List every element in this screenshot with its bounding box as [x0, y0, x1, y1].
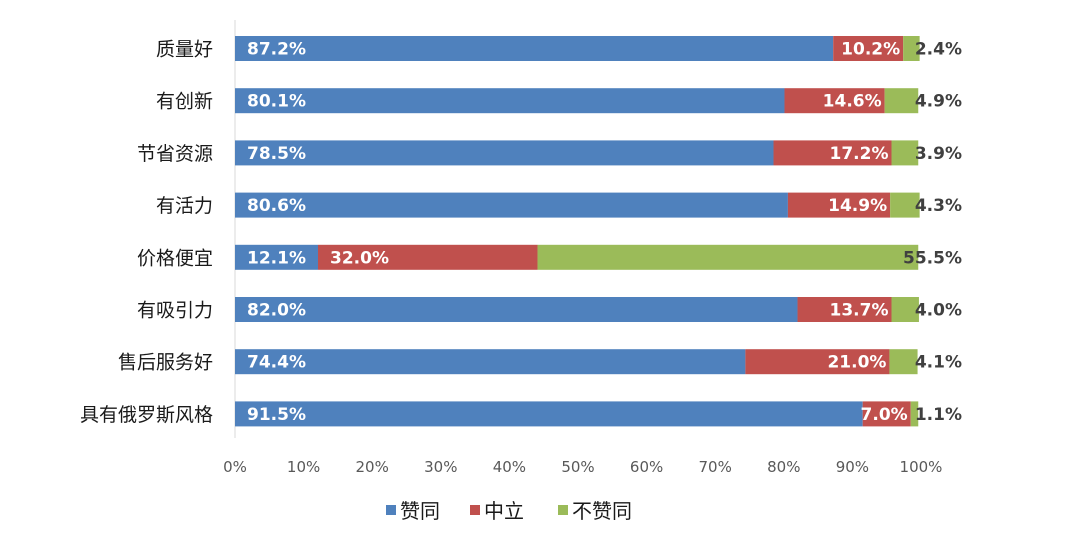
category-label: 节省资源 — [137, 143, 213, 165]
bar-agree — [235, 401, 863, 427]
legend-swatch-disagree — [558, 505, 568, 515]
legend-label-disagree: 不赞同 — [572, 499, 632, 523]
bar-agree — [235, 88, 785, 114]
bars — [235, 36, 920, 427]
bar-disagree — [910, 401, 919, 427]
data-label-disagree: 1.1% — [915, 405, 962, 425]
bar-agree — [235, 192, 788, 218]
data-label-neutral: 7.0% — [861, 405, 908, 425]
data-label-disagree: 55.5% — [903, 248, 962, 268]
data-label-disagree: 4.9% — [915, 92, 962, 112]
data-label-agree: 12.1% — [247, 248, 306, 268]
data-label-disagree: 4.1% — [915, 353, 962, 373]
bar-disagree — [903, 36, 920, 61]
bar-agree — [235, 297, 798, 322]
bar-disagree — [884, 88, 919, 114]
category-label: 售后服务好 — [118, 352, 213, 374]
legend-swatch-agree — [386, 505, 396, 515]
category-label: 有创新 — [156, 91, 213, 113]
bar-neutral — [862, 401, 911, 427]
legend-swatch-neutral — [470, 505, 480, 515]
x-tick-label: 0% — [223, 458, 247, 476]
bar-agree — [235, 36, 834, 61]
legend-label-neutral: 中立 — [484, 499, 524, 523]
category-label: 质量好 — [156, 39, 213, 61]
legend-label-agree: 赞同 — [400, 499, 440, 523]
bar-agree — [235, 244, 319, 270]
x-tick-label: 20% — [356, 458, 389, 476]
bar-neutral — [784, 88, 885, 114]
data-label-agree: 80.1% — [247, 92, 306, 112]
data-label-neutral: 13.7% — [830, 301, 889, 321]
category-label: 价格便宜 — [137, 247, 213, 269]
bar-disagree — [890, 192, 920, 218]
bar-disagree — [537, 244, 919, 270]
x-tick-label: 80% — [767, 458, 800, 476]
data-label-neutral: 21.0% — [827, 353, 886, 373]
bar-disagree — [891, 297, 919, 322]
data-label-neutral: 10.2% — [841, 40, 900, 60]
data-label-agree: 80.6% — [247, 196, 306, 216]
data-label-disagree: 4.3% — [915, 196, 962, 216]
data-label-agree: 87.2% — [247, 40, 306, 60]
bar-disagree — [891, 140, 919, 166]
bar-neutral — [797, 297, 892, 322]
data-labels: 87.2% 10.2% 2.4% 80.1% 14.6% 4.9% 78.5% 17.2% 3.… — [247, 40, 962, 425]
category-label: 有吸引力 — [137, 300, 213, 322]
data-label-agree: 78.5% — [247, 144, 306, 164]
x-tick-label: 50% — [561, 458, 594, 476]
data-label-neutral: 14.9% — [828, 196, 887, 216]
x-tick-label: 100% — [900, 458, 943, 476]
bar-disagree — [889, 349, 918, 375]
x-tick-label: 10% — [287, 458, 320, 476]
x-tick-label: 90% — [836, 458, 869, 476]
bar-neutral — [787, 192, 891, 218]
category-label: 具有俄罗斯风格 — [80, 404, 213, 426]
data-label-neutral: 17.2% — [830, 144, 889, 164]
bar-neutral — [773, 140, 892, 166]
legend: 赞同 中立 不赞同 — [386, 499, 632, 523]
data-label-neutral: 32.0% — [330, 248, 389, 268]
x-tick-label: 30% — [424, 458, 457, 476]
x-tick-label: 60% — [630, 458, 663, 476]
bar-neutral — [745, 349, 890, 375]
data-label-disagree: 4.0% — [915, 301, 962, 321]
category-label: 有活力 — [156, 195, 213, 217]
data-label-neutral: 14.6% — [823, 92, 882, 112]
x-tick-label: 70% — [699, 458, 732, 476]
x-tick-label: 40% — [493, 458, 526, 476]
bar-agree — [235, 140, 774, 166]
bar-agree — [235, 349, 746, 375]
x-axis-ticks: 0% 10% 20% 30% 40% 50% 60% 70% 80% 90% 100% — [223, 458, 942, 476]
data-label-disagree: 2.4% — [915, 40, 962, 60]
data-label-agree: 91.5% — [247, 405, 306, 425]
bar-neutral — [833, 36, 904, 61]
data-label-agree: 82.0% — [247, 301, 306, 321]
data-label-disagree: 3.9% — [915, 144, 962, 164]
data-label-agree: 74.4% — [247, 353, 306, 373]
bar-neutral — [318, 244, 538, 270]
